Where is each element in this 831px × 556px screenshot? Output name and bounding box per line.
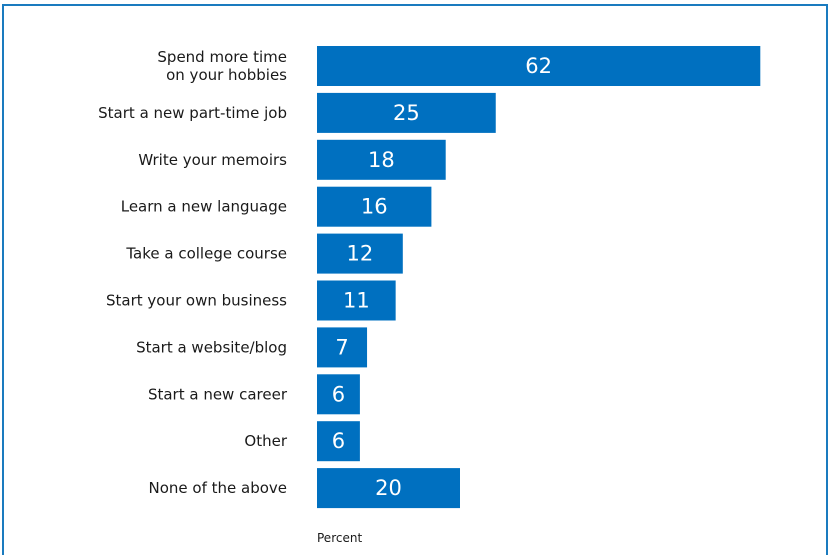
category-label: Other [244, 432, 287, 450]
bar-value-label: 12 [347, 242, 374, 266]
category-label: Start a new career [148, 385, 288, 403]
category-label: Start your own business [106, 292, 287, 310]
bar-value-label: 7 [335, 335, 348, 359]
category-label: Start a new part-time job [98, 104, 287, 122]
chart-frame [2, 4, 828, 555]
bar-value-label: 18 [368, 148, 395, 172]
bar [317, 280, 396, 321]
category-label: Take a college course [125, 245, 287, 263]
bar [317, 327, 368, 368]
category-label: Learn a new language [121, 198, 287, 216]
bar [317, 233, 403, 274]
bar [317, 374, 360, 415]
bar-value-label: 25 [393, 101, 420, 125]
bar [317, 468, 460, 509]
bar-value-label: 6 [332, 382, 345, 406]
x-axis-label: Percent [317, 531, 362, 545]
category-label: None of the above [148, 479, 287, 497]
bar [317, 139, 446, 180]
bar-value-label: 62 [525, 54, 552, 78]
bar [317, 421, 360, 462]
bar-value-label: 11 [343, 289, 370, 313]
bars: 62 25 18 16 12 11 7 6 6 20 [317, 46, 761, 509]
bar [317, 186, 432, 227]
category-label: Write your memoirs [138, 151, 287, 169]
bar-value-label: 20 [375, 476, 402, 500]
bar-value-label: 16 [361, 195, 388, 219]
bar [317, 92, 496, 133]
category-label: Start a website/blog [136, 338, 287, 356]
bar [317, 46, 761, 86]
bar-value-label: 6 [332, 429, 345, 453]
category-label: on your hobbies [166, 66, 287, 84]
category-label: Spend more time [157, 48, 287, 66]
